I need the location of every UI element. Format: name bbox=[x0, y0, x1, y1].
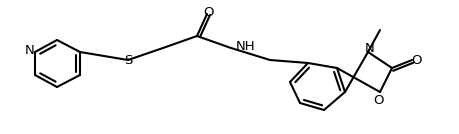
Text: O: O bbox=[373, 94, 383, 107]
Text: O: O bbox=[203, 5, 214, 18]
Text: N: N bbox=[364, 42, 374, 55]
Text: O: O bbox=[411, 53, 421, 66]
Text: NH: NH bbox=[235, 40, 255, 53]
Text: S: S bbox=[123, 53, 132, 66]
Text: N: N bbox=[25, 44, 35, 57]
